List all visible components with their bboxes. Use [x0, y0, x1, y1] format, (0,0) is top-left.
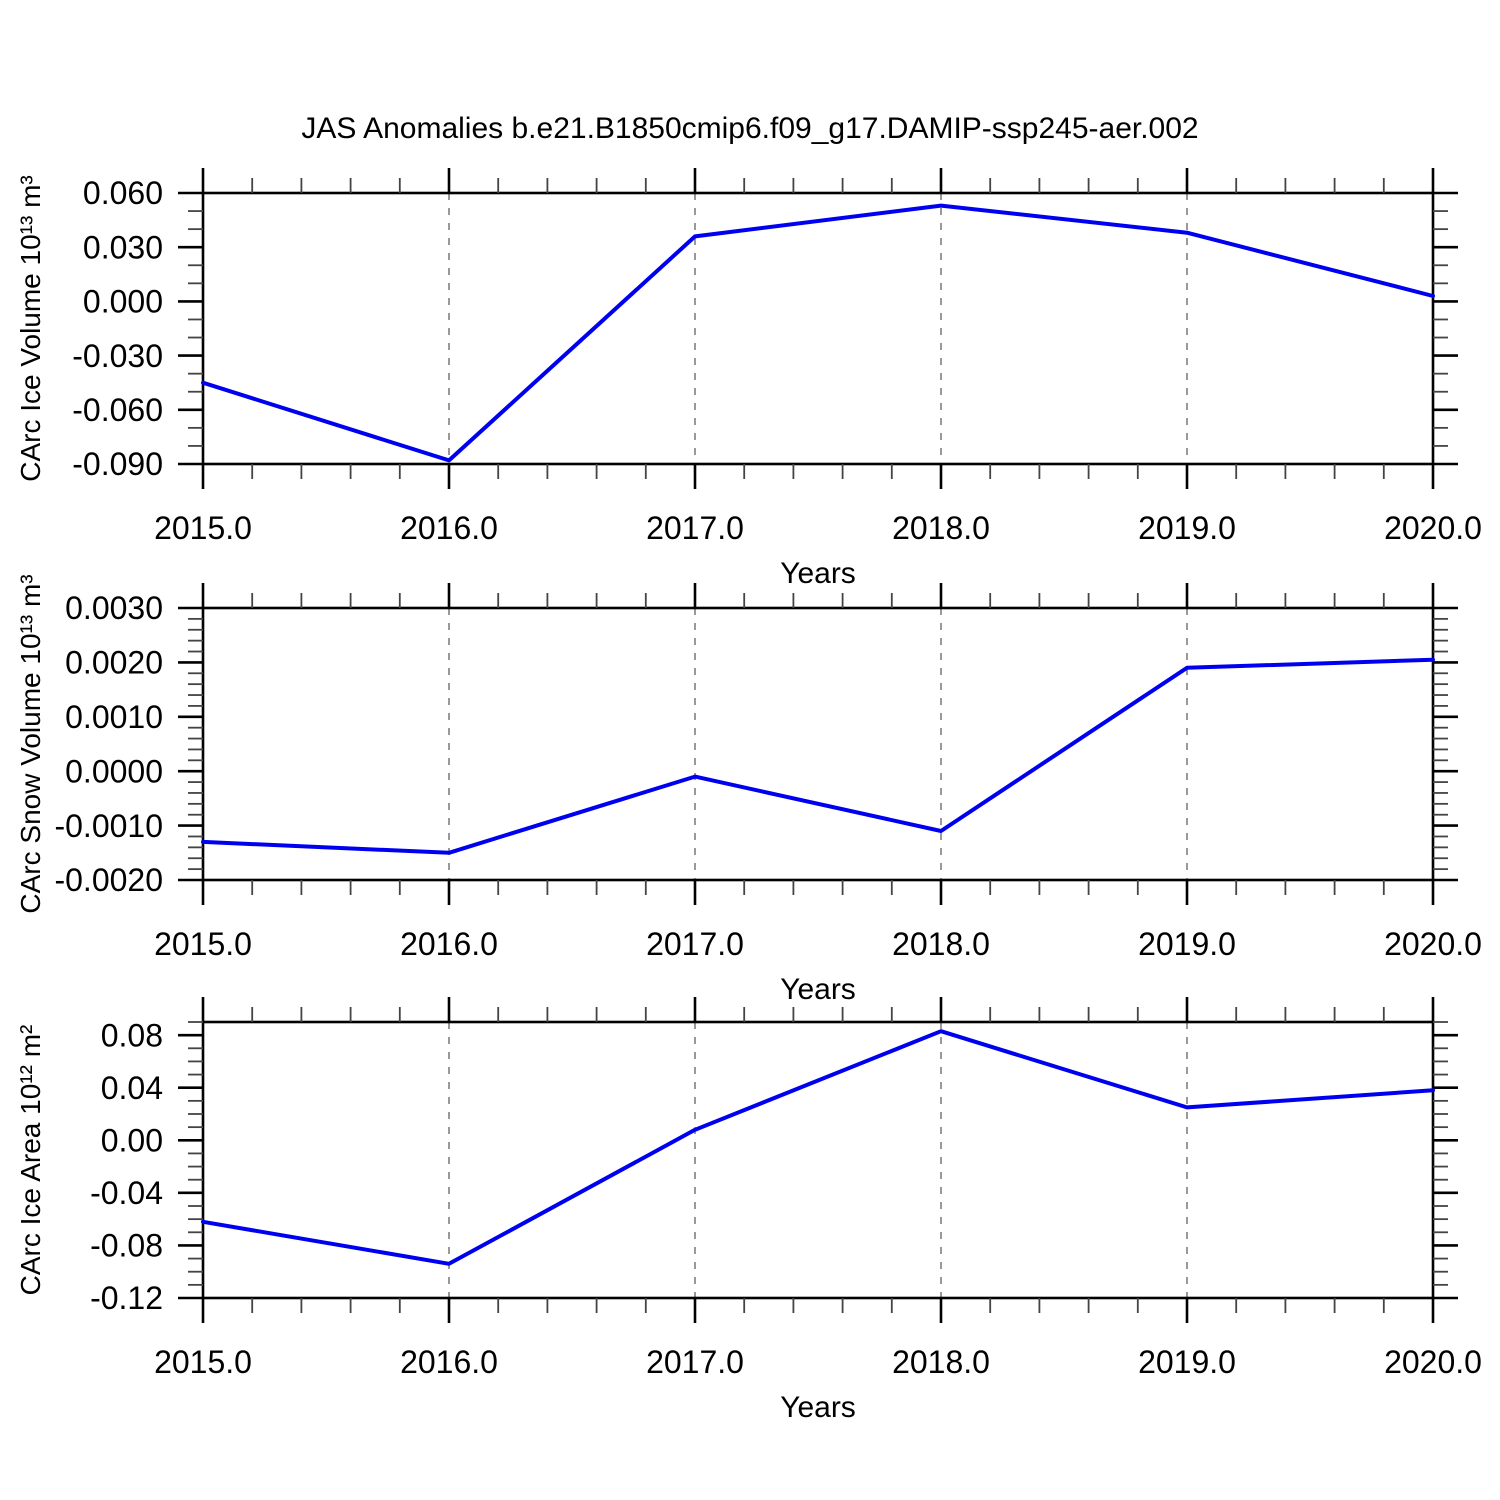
x-tick-label: 2016.0 — [400, 1344, 498, 1380]
plot-3: 2015.0 2016.0 2017.0 2018.0 2019.0 2020.0 0.08… — [15, 997, 1482, 1424]
plot-2: 2015.0 2016.0 2017.0 2018.0 2019.0 2020.0 0.00… — [15, 574, 1482, 1006]
x-tick-label: 2016.0 — [400, 926, 498, 962]
x-tick-label: 2019.0 — [1138, 510, 1236, 546]
y-tick-label: 0.060 — [83, 175, 163, 211]
y-tick-label: 0.00 — [101, 1122, 163, 1158]
x-tick-label: 2020.0 — [1384, 1344, 1482, 1380]
x-tick-label: 2017.0 — [646, 510, 744, 546]
y-tick-label: 0.0020 — [65, 645, 163, 681]
x-tick-label: 2018.0 — [892, 926, 990, 962]
plot-1-y-ticks — [178, 191, 1458, 466]
plot-1: 2015.0 2016.0 2017.0 2018.0 2019.0 2020.0 0.06… — [15, 168, 1482, 590]
plot-2-x-ticks — [201, 583, 1435, 905]
plot-3-x-ticks — [201, 997, 1435, 1323]
x-tick-label: 2015.0 — [154, 510, 252, 546]
plot-3-y-ticks — [178, 1021, 1458, 1300]
plot-1-gridlines — [448, 193, 1188, 464]
x-tick-label: 2020.0 — [1384, 926, 1482, 962]
y-tick-label: 0.030 — [83, 229, 163, 265]
y-tick-label: -0.04 — [90, 1175, 163, 1211]
y-tick-label: -0.090 — [72, 446, 163, 482]
plot-box — [201, 191, 1435, 466]
y-tick-label: -0.060 — [72, 392, 163, 428]
y-tick-label: 0.0010 — [65, 699, 163, 735]
y-tick-label: -0.0010 — [54, 808, 163, 844]
y-tick-label: -0.030 — [72, 338, 163, 374]
y-axis-label: CArc Ice Area 10¹² m² — [15, 1025, 46, 1296]
y-tick-label: 0.0030 — [65, 590, 163, 626]
y-tick-label: -0.12 — [90, 1280, 163, 1316]
plot-1-x-ticks — [201, 168, 1435, 489]
y-tick-label: 0.0000 — [65, 753, 163, 789]
y-tick-label: -0.0020 — [54, 862, 163, 898]
y-tick-label: -0.08 — [90, 1228, 163, 1264]
x-tick-label: 2017.0 — [646, 926, 744, 962]
x-tick-label: 2015.0 — [154, 926, 252, 962]
plot-2-gridlines — [448, 608, 1188, 880]
chart-title: JAS Anomalies b.e21.B1850cmip6.f09_g17.D… — [301, 112, 1198, 145]
x-tick-label: 2015.0 — [154, 1344, 252, 1380]
y-axis-label: CArc Ice Volume 10¹³ m³ — [15, 175, 46, 482]
x-axis-label: Years — [780, 973, 856, 1006]
y-tick-label: 0.000 — [83, 284, 163, 320]
data-line-series — [201, 657, 1435, 855]
data-line-series — [201, 203, 1435, 463]
x-tick-label: 2016.0 — [400, 510, 498, 546]
x-tick-label: 2019.0 — [1138, 926, 1236, 962]
x-axis-label: Years — [780, 1391, 856, 1424]
y-axis-label: CArc Snow Volume 10¹³ m³ — [15, 574, 46, 913]
x-tick-label: 2018.0 — [892, 1344, 990, 1380]
y-tick-label: 0.04 — [101, 1070, 163, 1106]
data-line-series — [201, 1029, 1435, 1266]
plot-box — [201, 1020, 1435, 1300]
plot-box — [201, 606, 1435, 882]
y-tick-label: 0.08 — [101, 1017, 163, 1053]
x-tick-label: 2017.0 — [646, 1344, 744, 1380]
plot-2-y-ticks — [178, 606, 1458, 882]
charts-root: 2015.0 2016.0 2017.0 2018.0 2019.0 2020.0 0.06… — [15, 168, 1482, 1424]
x-tick-label: 2020.0 — [1384, 510, 1482, 546]
x-tick-label: 2018.0 — [892, 510, 990, 546]
x-tick-label: 2019.0 — [1138, 1344, 1236, 1380]
plot-3-gridlines — [448, 1022, 1188, 1298]
x-axis-label: Years — [780, 557, 856, 590]
